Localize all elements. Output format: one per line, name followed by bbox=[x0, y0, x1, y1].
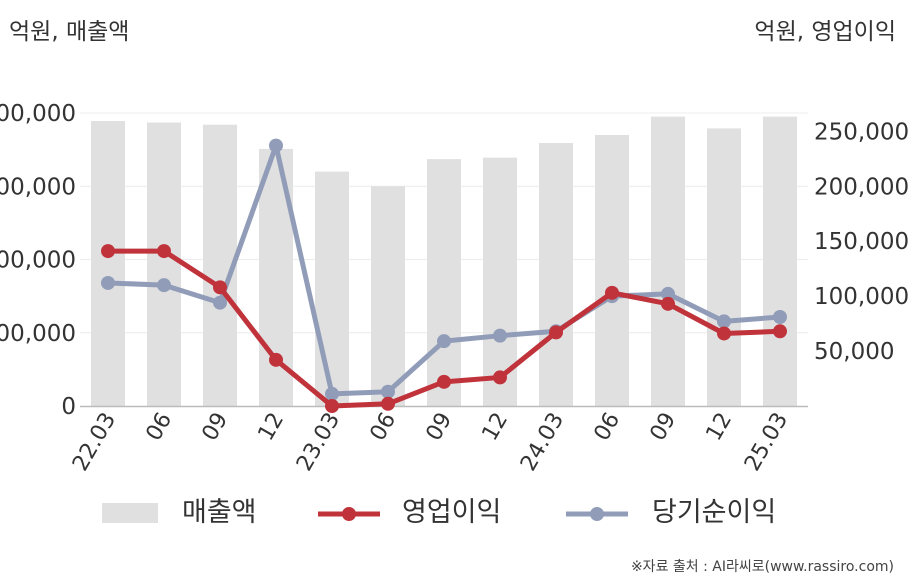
left-tick-label: 600,000 bbox=[0, 174, 76, 200]
left-tick-label: 400,000 bbox=[0, 248, 76, 274]
point-operating-profit bbox=[437, 374, 451, 389]
bar-sales bbox=[371, 186, 405, 406]
bar-sales bbox=[427, 159, 461, 406]
legend-label-operating-profit: 영업이익 bbox=[402, 497, 502, 528]
point-net-income bbox=[773, 310, 787, 325]
source-note: ※자료 출처 : AI라씨로(www.rassiro.com) bbox=[630, 559, 894, 575]
left-tick-label: 800,000 bbox=[0, 101, 76, 127]
x-tick-label: 22.03 bbox=[68, 409, 121, 476]
point-operating-profit bbox=[773, 324, 787, 339]
x-tick-label: 06 bbox=[366, 409, 402, 446]
point-net-income bbox=[213, 295, 227, 310]
x-tick-label: 12 bbox=[702, 409, 738, 446]
legend-swatch-operating-profit bbox=[318, 507, 380, 521]
x-tick-label: 09 bbox=[198, 409, 234, 446]
point-operating-profit bbox=[269, 352, 283, 367]
point-net-income bbox=[101, 275, 115, 290]
bar-sales bbox=[91, 121, 125, 407]
bar-sales bbox=[147, 122, 181, 407]
bar-sales bbox=[651, 116, 685, 406]
point-net-income bbox=[269, 138, 283, 153]
right-tick-label: 250,000 bbox=[814, 119, 908, 145]
point-operating-profit bbox=[157, 244, 171, 259]
x-tick-label: 23.03 bbox=[292, 409, 345, 476]
left-axis-unit-label: 억원, 매출액 bbox=[9, 19, 130, 45]
bar-sales bbox=[539, 143, 573, 406]
x-tick-label: 09 bbox=[422, 409, 458, 446]
right-tick-label: 100,000 bbox=[814, 284, 908, 310]
left-tick-label: 0 bbox=[61, 394, 76, 420]
legend-swatch-net-income bbox=[566, 507, 628, 521]
point-net-income bbox=[493, 328, 507, 343]
left-tick-label: 200,000 bbox=[0, 321, 76, 347]
point-operating-profit bbox=[101, 244, 115, 259]
legend-swatch-sales bbox=[102, 503, 158, 523]
point-operating-profit bbox=[661, 296, 675, 311]
bar-sales bbox=[763, 116, 797, 406]
point-operating-profit bbox=[493, 370, 507, 385]
point-net-income bbox=[325, 386, 339, 401]
x-tick-label: 25.03 bbox=[740, 409, 793, 476]
x-tick-label: 06 bbox=[590, 409, 626, 446]
point-operating-profit bbox=[325, 399, 339, 413]
x-tick-label: 09 bbox=[646, 409, 682, 446]
x-tick-label: 06 bbox=[142, 409, 178, 446]
x-tick-label: 12 bbox=[478, 409, 514, 446]
bar-sales bbox=[595, 134, 629, 406]
legend-label-net-income: 당기순이익 bbox=[652, 497, 777, 528]
point-net-income bbox=[157, 278, 171, 293]
right-tick-label: 200,000 bbox=[814, 174, 908, 200]
legend-label-sales: 매출액 bbox=[182, 497, 257, 528]
point-operating-profit bbox=[605, 285, 619, 300]
point-operating-profit bbox=[381, 396, 395, 411]
right-tick-label: 150,000 bbox=[814, 229, 908, 255]
x-tick-label: 24.03 bbox=[516, 409, 569, 476]
right-tick-label: 50,000 bbox=[814, 339, 894, 365]
point-net-income bbox=[661, 286, 675, 301]
right-axis-unit-label: 억원, 영업이익 bbox=[754, 19, 896, 45]
bar-sales bbox=[483, 157, 517, 406]
point-net-income bbox=[717, 314, 731, 329]
point-net-income bbox=[437, 334, 451, 349]
bar-sales bbox=[315, 171, 349, 406]
point-operating-profit bbox=[213, 280, 227, 295]
point-net-income bbox=[381, 384, 395, 399]
x-tick-label: 12 bbox=[254, 409, 290, 446]
point-operating-profit bbox=[549, 325, 563, 340]
bar-sales bbox=[707, 128, 741, 406]
point-operating-profit bbox=[717, 326, 731, 341]
